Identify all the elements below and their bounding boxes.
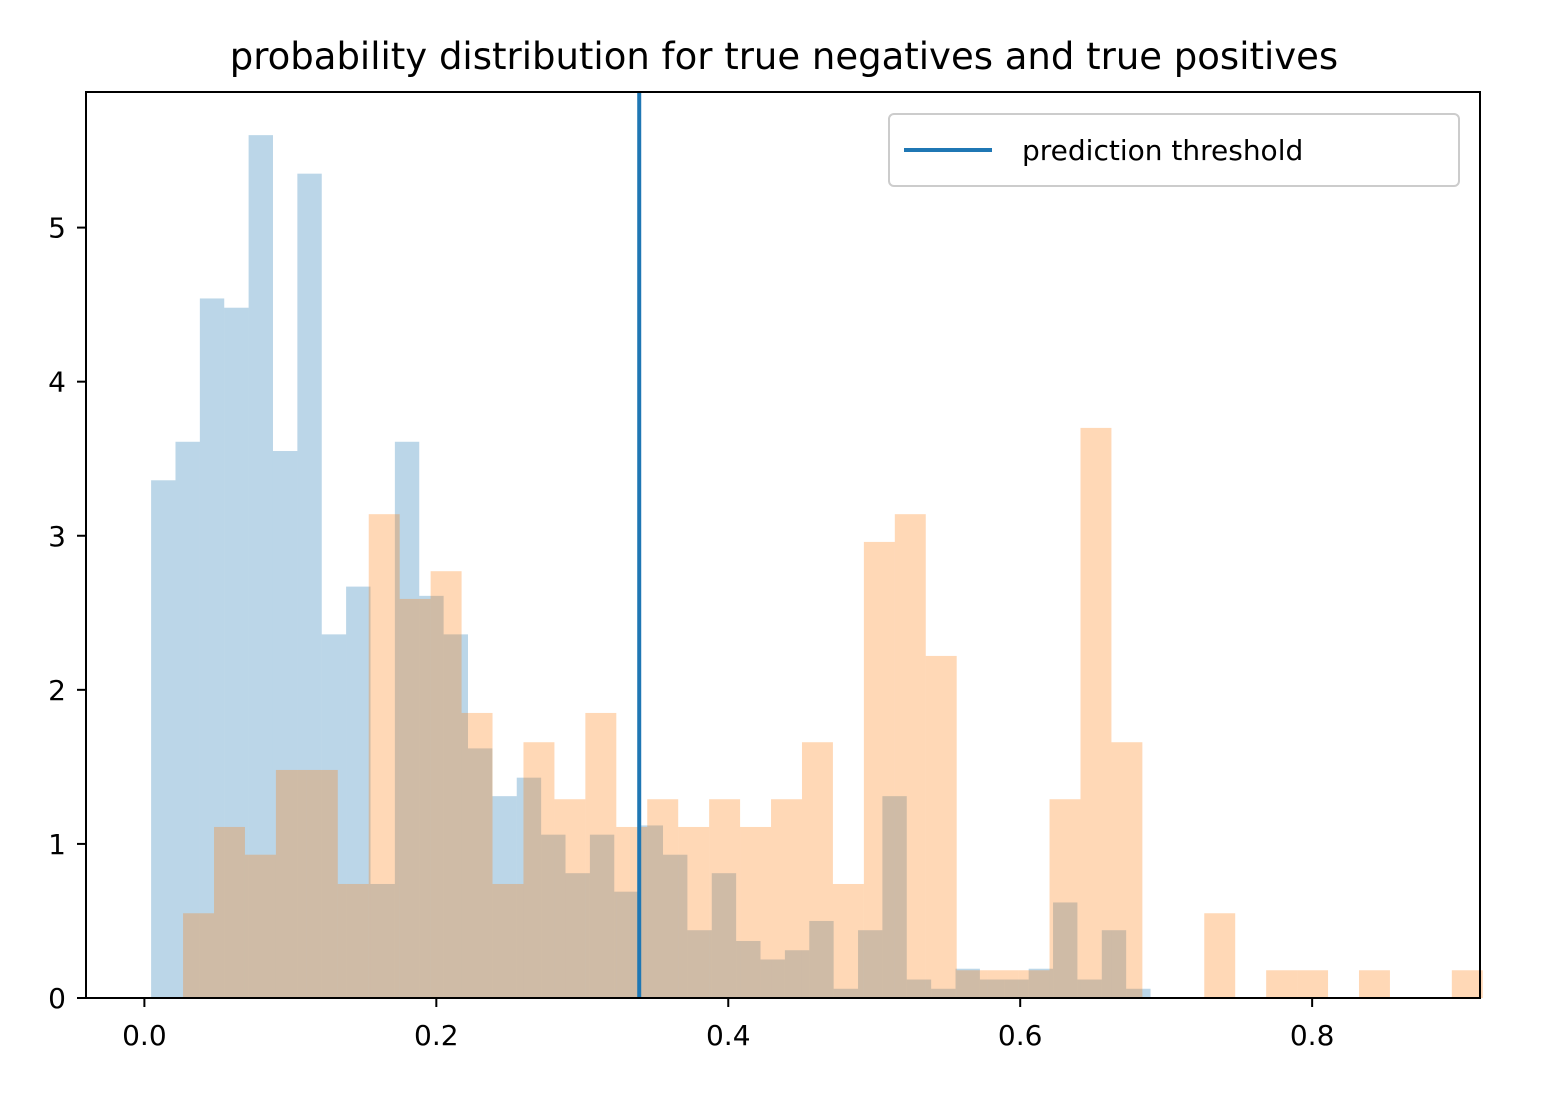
histogram-bar-series-1: [516, 777, 542, 998]
histogram-bar-series-1: [711, 873, 737, 998]
histogram-bar-series-2: [461, 712, 493, 998]
y-axis: 0 1 2 3 4 5: [48, 212, 86, 1015]
histogram-bar-series-1: [541, 834, 566, 998]
histogram-bar-series-1: [394, 441, 420, 998]
histogram-bar-series-2: [1080, 427, 1112, 998]
histogram-bar-series-2: [1049, 799, 1081, 998]
histogram-bar-series-1: [784, 950, 810, 998]
histogram-bar-series-2: [523, 742, 555, 998]
histogram-bar-series-1: [858, 930, 883, 998]
x-tick-label: 0.6: [998, 1019, 1043, 1052]
histogram-bar-series-2: [709, 799, 741, 998]
histogram-bar-series-1: [1004, 979, 1029, 998]
histogram-bar-series-1: [638, 825, 664, 998]
x-tick-label: 0.4: [706, 1019, 751, 1052]
x-axis: 0.0 0.2 0.4 0.6 0.8: [122, 998, 1334, 1052]
histogram-bar-series-1: [565, 873, 590, 998]
histogram-bar-series-1: [1028, 968, 1054, 998]
histogram-bar-series-1: [297, 173, 322, 998]
histogram-bar-series-2: [956, 970, 988, 998]
histogram-bars: [151, 135, 1483, 999]
x-tick-label: 0.0: [122, 1019, 167, 1052]
histogram-bar-series-1: [1077, 979, 1102, 998]
histogram-bar-series-1: [906, 979, 932, 998]
histogram-bar-series-1: [979, 979, 1005, 998]
histogram-bar-series-1: [443, 634, 468, 998]
histogram-bar-series-1: [1053, 902, 1078, 998]
histogram-bar-series-2: [832, 883, 864, 998]
histogram-bar-series-1: [955, 968, 980, 998]
histogram-bar-series-2: [894, 514, 926, 998]
histogram-bar-series-1: [809, 920, 834, 998]
histogram-bar-series-2: [306, 769, 338, 998]
histogram-bar-series-1: [931, 988, 956, 998]
histogram-bar-series-2: [678, 826, 710, 998]
x-tick-label: 0.8: [1290, 1019, 1335, 1052]
histogram-bar-series-1: [370, 883, 395, 998]
histogram-bar-series-2: [771, 799, 802, 998]
histogram-bar-series-2: [585, 712, 617, 998]
y-tick-label: 2: [48, 674, 66, 707]
y-tick-label: 0: [48, 982, 66, 1015]
legend-threshold-label: prediction threshold: [1022, 134, 1303, 167]
histogram-bar-series-1: [346, 586, 371, 998]
y-tick-label: 4: [48, 366, 66, 399]
legend-box: [888, 113, 1460, 187]
chart-title: probability distribution for true negati…: [230, 35, 1338, 78]
histogram-bar-series-1: [1101, 930, 1127, 998]
y-tick-label: 5: [48, 212, 66, 245]
histogram-bar-series-1: [272, 451, 298, 998]
histogram-bar-series-2: [1451, 970, 1483, 998]
histogram-bar-series-2: [214, 826, 245, 998]
histogram-bar-series-2: [616, 826, 648, 998]
histogram-bar-series-2: [801, 742, 833, 998]
histogram-bar-series-1: [687, 930, 712, 998]
histogram-bar-series-1: [321, 634, 347, 998]
histogram-bar-series-1: [589, 834, 615, 998]
histogram-bar-series-2: [987, 970, 1019, 998]
histogram-bar-series-2: [430, 571, 462, 998]
histogram-bar-series-1: [467, 748, 493, 998]
histogram-bar-series-1: [736, 940, 761, 998]
histogram-bar-series-2: [399, 598, 431, 998]
histogram-bar-series-1: [1126, 988, 1151, 998]
histogram-bar-series-2: [925, 655, 957, 998]
histogram-bar-series-2: [275, 769, 307, 998]
x-tick-label: 0.2: [414, 1019, 459, 1052]
histogram-bar-series-2: [863, 541, 895, 998]
histogram-bar-series-2: [1266, 970, 1298, 998]
y-tick-label: 3: [48, 520, 66, 553]
histogram-bar-series-2: [244, 854, 276, 998]
histogram-bar-series-1: [248, 135, 273, 999]
histogram-bar-series-2: [183, 913, 215, 998]
histogram-bar-series-2: [1297, 970, 1329, 998]
histogram-bar-series-1: [151, 480, 176, 998]
histogram-bar-series-1: [760, 959, 785, 998]
histogram-bar-series-1: [224, 307, 249, 998]
histogram-bar-series-2: [368, 514, 400, 998]
histogram-bar-series-2: [1111, 742, 1143, 998]
histogram-bar-series-2: [1358, 970, 1390, 998]
histogram-bar-series-2: [740, 826, 772, 998]
histogram-bar-series-2: [1204, 913, 1236, 998]
plot-frame: [85, 91, 1481, 999]
histogram-bar-series-2: [1018, 970, 1050, 998]
histogram-bar-series-2: [554, 799, 586, 998]
histogram-bar-series-1: [663, 854, 688, 998]
histogram-bar-series-2: [647, 799, 679, 998]
histogram-bar-series-2: [337, 883, 369, 998]
histogram-bar-series-1: [833, 988, 859, 998]
histogram-bar-series-1: [419, 595, 444, 998]
legend: prediction threshold: [888, 113, 1460, 187]
histogram-bar-series-2: [492, 883, 524, 998]
y-tick-label: 1: [48, 828, 66, 861]
histogram-bar-series-1: [199, 298, 225, 999]
histogram-bar-series-1: [175, 441, 200, 998]
histogram-bar-series-1: [492, 796, 517, 998]
histogram-bar-series-1: [614, 891, 639, 998]
histogram-bar-series-1: [882, 796, 907, 998]
